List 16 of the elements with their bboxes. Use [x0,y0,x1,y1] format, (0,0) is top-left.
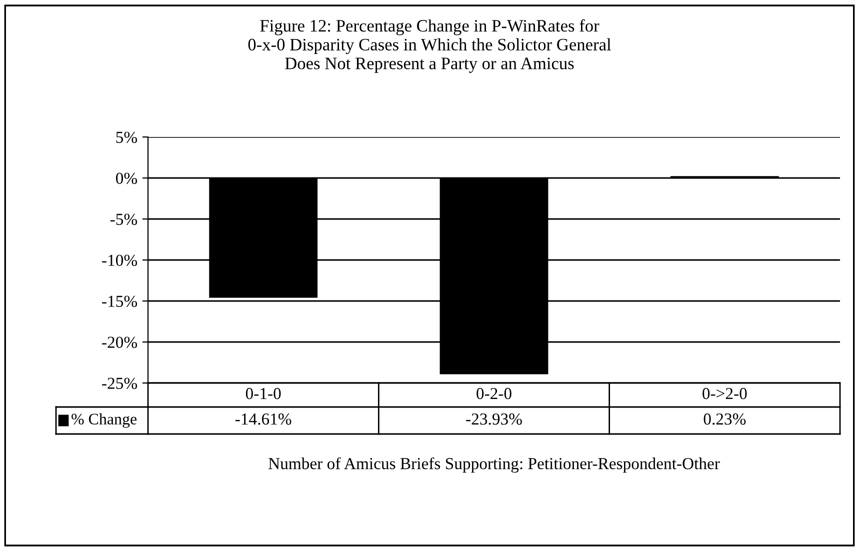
x-tick-label: 0-1-0 [246,388,281,400]
y-tick-label: 0% [116,172,138,184]
y-tick-label: -25% [102,378,138,389]
data-label: -23.93% [466,413,522,425]
chart-title: Figure 12: Percentage Change in P-WinRates for 0-x-0 Disparity Cases in Which the Solictor General Does Not Represent a Party or an Amicus [248,19,611,73]
y-tick-label: -10% [102,254,138,266]
legend-label: % Change [72,413,137,428]
x-tick-label: 0->2-0 [702,388,747,400]
data-label: -14.61% [235,413,292,425]
y-tick-label: 5% [116,132,138,143]
data-label: 0.23% [704,413,746,425]
y-tick-label: -5% [110,214,138,225]
y-tick-label: -20% [102,336,138,348]
x-tick-label: 0-2-0 [476,388,512,400]
x-axis-title: Number of Amicus Briefs Supporting: Petitioner-Respondent-Other [268,457,720,473]
y-tick-label: -15% [102,296,138,307]
